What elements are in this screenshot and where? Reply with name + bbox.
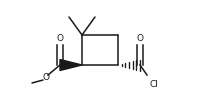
Text: O: O	[42, 72, 50, 81]
Text: O: O	[136, 34, 144, 43]
Text: Cl: Cl	[150, 80, 159, 89]
Text: O: O	[57, 34, 64, 43]
Polygon shape	[60, 60, 82, 70]
